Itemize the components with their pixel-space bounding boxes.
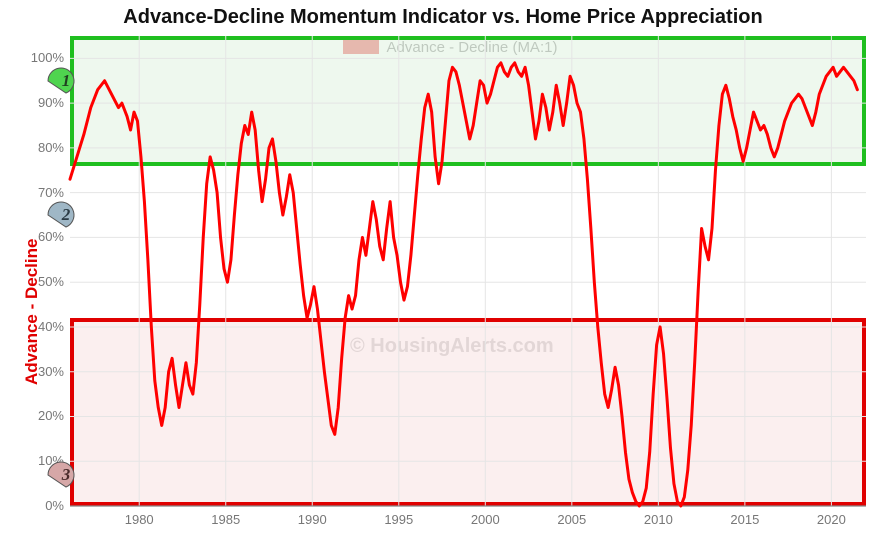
xtick: 1990 [292, 512, 332, 527]
zone-marker-3: 3 [46, 460, 80, 490]
xtick: 1980 [119, 512, 159, 527]
series-advance-decline [70, 63, 857, 506]
ytick: 0% [14, 498, 64, 513]
ytick: 30% [14, 364, 64, 379]
ytick: 100% [14, 50, 64, 65]
plot-area [0, 0, 886, 546]
ytick: 90% [14, 95, 64, 110]
ytick: 60% [14, 229, 64, 244]
xtick: 2010 [638, 512, 678, 527]
xtick: 1985 [206, 512, 246, 527]
ytick: 40% [14, 319, 64, 334]
ytick: 80% [14, 140, 64, 155]
zone-marker-2: 2 [46, 200, 80, 230]
ytick: 20% [14, 408, 64, 423]
xtick: 2005 [552, 512, 592, 527]
xtick: 1995 [379, 512, 419, 527]
ytick: 70% [14, 185, 64, 200]
ytick: 50% [14, 274, 64, 289]
xtick: 2015 [725, 512, 765, 527]
xtick: 2000 [465, 512, 505, 527]
zone-marker-1: 1 [46, 66, 80, 96]
xtick: 2020 [811, 512, 851, 527]
